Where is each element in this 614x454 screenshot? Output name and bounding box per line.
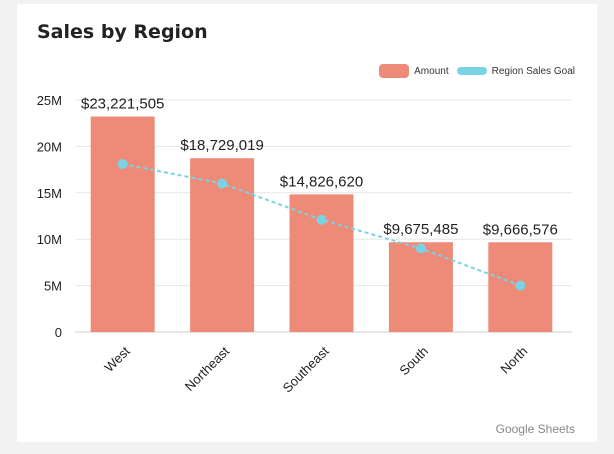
data-label: $9,675,485 [383, 221, 458, 238]
source-label: Google Sheets [495, 422, 575, 436]
y-tick-label: 25M [37, 93, 62, 108]
bar [388, 242, 453, 332]
y-tick-label: 15M [37, 186, 62, 201]
goal-point [217, 178, 228, 189]
legend-label-amount: Amount [414, 65, 449, 77]
legend-label-goal: Region Sales Goal [491, 65, 575, 77]
x-tick-label: South [396, 344, 431, 379]
data-label: $9,666,576 [483, 221, 558, 238]
x-tick-label: North [497, 344, 530, 377]
chart-legend: Amount Region Sales Goal [371, 64, 575, 78]
legend-item-goal: Region Sales Goal [456, 65, 575, 77]
x-tick-label: Northeast [182, 343, 233, 394]
legend-item-amount: Amount [379, 64, 449, 78]
y-tick-label: 20M [37, 139, 62, 154]
y-tick-label: 5M [44, 279, 62, 294]
goal-line [122, 163, 521, 287]
goal-point [515, 280, 526, 291]
bar [90, 116, 155, 333]
data-label: $18,729,019 [180, 137, 263, 154]
x-tick-label: Southeast [280, 343, 332, 395]
data-label: $14,826,620 [280, 173, 363, 190]
goal-point [415, 243, 426, 254]
legend-swatch-goal [456, 67, 487, 75]
goal-point [117, 159, 128, 170]
x-tick-label: West [101, 343, 133, 375]
y-tick-label: 0 [55, 325, 62, 340]
legend-swatch-amount [379, 64, 410, 78]
y-tick-label: 10M [37, 232, 62, 247]
data-label: $23,221,505 [81, 96, 164, 113]
chart-title: Sales by Region [37, 21, 208, 43]
goal-point [316, 214, 327, 225]
